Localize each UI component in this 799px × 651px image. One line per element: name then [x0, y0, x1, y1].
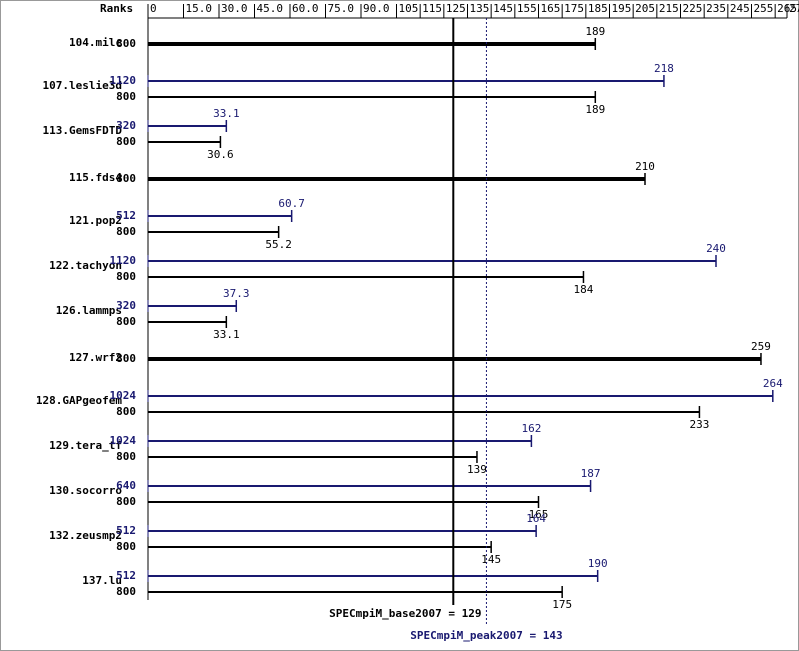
x-tick-label: 205	[635, 2, 655, 15]
benchmark-name: 107.leslie3d	[43, 79, 122, 92]
axis-title: Ranks	[100, 2, 133, 15]
benchmark-name: 130.socorro	[49, 484, 122, 497]
rank-label: 320	[116, 299, 136, 312]
rank-label: 800	[116, 495, 136, 508]
rank-label: 800	[116, 352, 136, 365]
value-label: 190	[588, 557, 608, 570]
rank-label: 800	[116, 90, 136, 103]
value-label: 210	[635, 160, 655, 173]
benchmark-name: 113.GemsFDTD	[43, 124, 123, 137]
base-metric-label: SPECmpiM_base2007 = 129	[329, 607, 481, 620]
value-label: 233	[689, 418, 709, 431]
rank-label: 800	[116, 172, 136, 185]
rank-label: 800	[116, 405, 136, 418]
rank-label: 512	[116, 209, 136, 222]
x-tick-label: 0	[150, 2, 157, 15]
value-label: 184	[574, 283, 594, 296]
x-tick-label: 75.0	[328, 2, 355, 15]
value-label: 175	[552, 598, 572, 611]
value-label: 189	[585, 103, 605, 116]
value-label: 55.2	[265, 238, 292, 251]
rank-label: 800	[116, 540, 136, 553]
value-label: 189	[585, 25, 605, 38]
peak-metric-label: SPECmpiM_peak2007 = 143	[410, 629, 562, 642]
rank-label: 800	[116, 585, 136, 598]
x-tick-label: 165	[541, 2, 561, 15]
x-tick-label: 185	[588, 2, 608, 15]
value-label: 164	[526, 512, 546, 525]
x-tick-label: 105	[399, 2, 419, 15]
x-tick-label: 225	[683, 2, 703, 15]
benchmark-name: 126.lammps	[56, 304, 122, 317]
benchmark-name: 127.wrf2	[69, 351, 122, 364]
value-label: 240	[706, 242, 726, 255]
rank-label: 800	[116, 315, 136, 328]
rank-label: 1024	[110, 389, 137, 402]
x-tick-label: 145	[493, 2, 513, 15]
x-tick-label: 255	[754, 2, 774, 15]
x-tick-label: 155	[517, 2, 537, 15]
x-tick-label: 45.0	[257, 2, 284, 15]
x-tick-label: 195	[612, 2, 632, 15]
value-label: 162	[521, 422, 541, 435]
benchmark-name: 115.fds4	[69, 171, 122, 184]
value-label: 33.1	[213, 328, 240, 341]
value-label: 145	[481, 553, 501, 566]
benchmark-name: 128.GAPgeofem	[36, 394, 122, 407]
x-tick-label: 235	[706, 2, 726, 15]
x-tick-label: 90.0	[363, 2, 390, 15]
rank-label: 800	[116, 225, 136, 238]
x-tick-label: 270	[789, 2, 799, 15]
rank-label: 1024	[110, 434, 137, 447]
x-tick-label: 125	[446, 2, 466, 15]
value-label: 37.3	[223, 287, 250, 300]
value-label: 218	[654, 62, 674, 75]
benchmark-name: 137.lu	[82, 574, 122, 587]
rank-label: 800	[116, 37, 136, 50]
rank-label: 800	[116, 270, 136, 283]
rank-label: 1120	[110, 254, 137, 267]
value-label: 264	[763, 377, 783, 390]
rank-label: 512	[116, 524, 136, 537]
rank-label: 640	[116, 479, 136, 492]
benchmark-name: 104.milc	[69, 36, 122, 49]
benchmark-name: 132.zeusmp2	[49, 529, 122, 542]
benchmark-name: 122.tachyon	[49, 259, 122, 272]
value-label: 165	[529, 508, 549, 521]
value-label: 187	[581, 467, 601, 480]
value-label: 30.6	[207, 148, 234, 161]
x-tick-label: 215	[659, 2, 679, 15]
benchmark-name: 129.tera_tf	[49, 439, 122, 452]
value-label: 139	[467, 463, 487, 476]
rank-label: 1120	[110, 74, 137, 87]
x-tick-label: 15.0	[186, 2, 213, 15]
x-tick-label: 175	[564, 2, 584, 15]
rank-label: 512	[116, 569, 136, 582]
value-label: 60.7	[278, 197, 305, 210]
x-tick-label: 60.0	[292, 2, 319, 15]
benchmark-name: 121.pop2	[69, 214, 122, 227]
x-tick-label: 115	[422, 2, 442, 15]
rank-label: 800	[116, 450, 136, 463]
x-tick-label: 135	[470, 2, 490, 15]
value-label: 33.1	[213, 107, 240, 120]
rank-label: 320	[116, 119, 136, 132]
x-tick-label: 30.0	[221, 2, 248, 15]
rank-label: 800	[116, 135, 136, 148]
x-tick-label: 245	[730, 2, 750, 15]
value-label: 259	[751, 340, 771, 353]
